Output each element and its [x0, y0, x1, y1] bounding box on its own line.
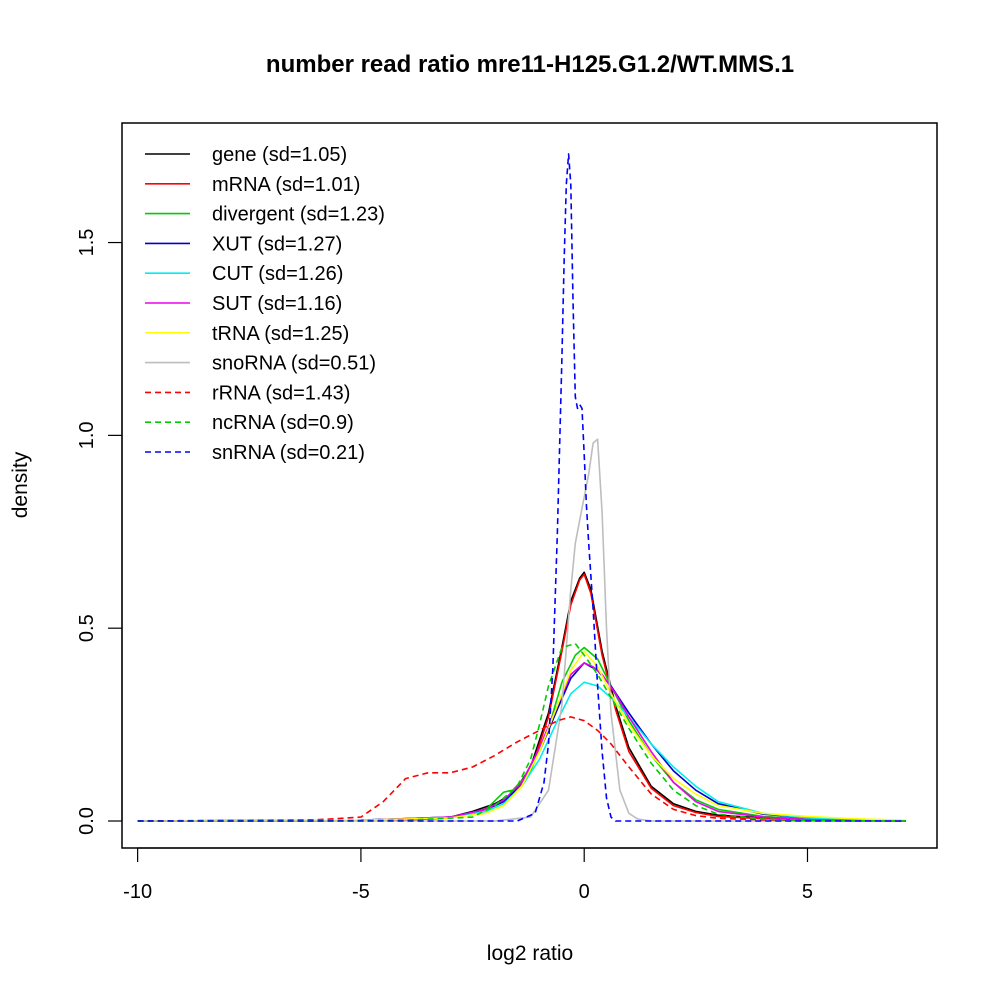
- legend: gene (sd=1.05) mRNA (sd=1.01) divergent (s…: [145, 144, 385, 464]
- y-tick-label: 0.5: [76, 614, 98, 642]
- x-tick-label: 5: [802, 881, 813, 903]
- legend-label-1: mRNA (sd=1.01): [212, 174, 360, 196]
- legend-label-4: CUT (sd=1.26): [212, 263, 343, 285]
- legend-label-9: ncRNA (sd=0.9): [212, 412, 354, 434]
- chart-title: number read ratio mre11-H125.G1.2/WT.MMS…: [266, 51, 794, 78]
- y-axis: 0.0 0.5 1.0 1.5: [76, 229, 123, 835]
- x-axis-label: log2 ratio: [487, 942, 573, 965]
- series-line-9: [137, 642, 906, 822]
- y-tick-label: 1.5: [76, 229, 98, 257]
- legend-label-2: divergent (sd=1.23): [212, 204, 385, 226]
- x-tick-label: -5: [352, 881, 370, 903]
- legend-label-8: rRNA (sd=1.43): [212, 382, 350, 404]
- legend-label-6: tRNA (sd=1.25): [212, 323, 349, 345]
- series-line-0: [137, 571, 906, 822]
- x-tick-label: -10: [123, 881, 152, 903]
- series-line-6: [137, 650, 906, 822]
- legend-label-5: SUT (sd=1.16): [212, 293, 342, 315]
- series-line-10: [137, 153, 906, 822]
- legend-label-0: gene (sd=1.05): [212, 144, 347, 166]
- series-line-7: [137, 438, 906, 822]
- x-tick-label: 0: [579, 881, 590, 903]
- y-tick-label: 0.0: [76, 807, 98, 835]
- series-layer: [137, 153, 906, 822]
- legend-label-10: snRNA (sd=0.21): [212, 442, 365, 464]
- legend-label-7: snoRNA (sd=0.51): [212, 353, 376, 375]
- x-axis: -10 -5 0 5: [123, 847, 813, 903]
- series-line-8: [137, 716, 906, 822]
- y-axis-label: density: [9, 451, 32, 518]
- legend-label-3: XUT (sd=1.27): [212, 233, 342, 255]
- y-tick-label: 1.0: [76, 421, 98, 449]
- series-line-2: [137, 646, 906, 822]
